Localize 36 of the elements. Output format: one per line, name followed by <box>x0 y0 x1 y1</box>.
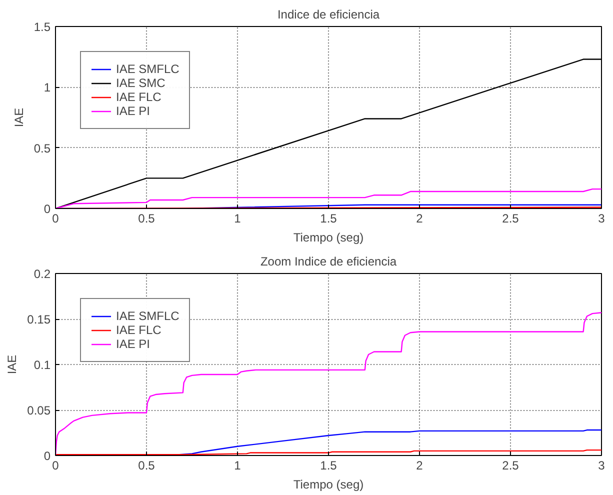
x-tick-label: 0 <box>52 212 60 226</box>
x-tick-label: 0.5 <box>138 458 156 472</box>
y-axis-title: IAE <box>5 354 20 374</box>
y-tick-label: 0.1 <box>34 358 51 372</box>
legend-label: IAE FLC <box>116 323 162 337</box>
x-axis-title: Tiempo (seg) <box>293 230 364 244</box>
y-axis-title: IAE <box>12 108 26 128</box>
x-tick-label: 0 <box>52 458 60 472</box>
y-tick-label: 1.5 <box>34 20 51 34</box>
x-tick-label: 0.5 <box>138 212 156 226</box>
legend-label: IAE SMC <box>116 76 166 90</box>
legend-label: IAE PI <box>116 104 150 118</box>
x-tick-label: 2.5 <box>502 458 520 472</box>
y-tick-label: 0 <box>44 449 51 463</box>
x-tick-label: 2 <box>416 458 424 472</box>
x-tick-label: 1.5 <box>320 458 338 472</box>
legend-label: IAE SMFLC <box>116 62 180 76</box>
x-tick-label: 1 <box>234 212 242 226</box>
y-tick-label: 0.05 <box>27 404 51 418</box>
legend-label: IAE PI <box>116 337 150 351</box>
chart-title: Zoom Indice de eficiencia <box>260 254 397 268</box>
x-tick-label: 1 <box>234 458 242 472</box>
x-tick-label: 3 <box>598 458 606 472</box>
chart-title: Indice de eficiencia <box>277 8 380 22</box>
y-tick-label: 0.5 <box>34 141 51 156</box>
x-tick-label: 2.5 <box>502 212 520 226</box>
y-tick-label: 0.15 <box>27 312 51 326</box>
legend-label: IAE FLC <box>116 90 162 104</box>
y-tick-label: 0.2 <box>34 267 51 281</box>
legend-label: IAE SMFLC <box>116 309 180 323</box>
y-tick-label: 0 <box>44 202 51 216</box>
x-tick-label: 3 <box>598 212 606 226</box>
y-tick-label: 1 <box>44 80 51 95</box>
x-axis-title: Tiempo (seg) <box>293 478 364 492</box>
x-tick-label: 1.5 <box>320 212 338 226</box>
x-tick-label: 2 <box>416 212 424 226</box>
